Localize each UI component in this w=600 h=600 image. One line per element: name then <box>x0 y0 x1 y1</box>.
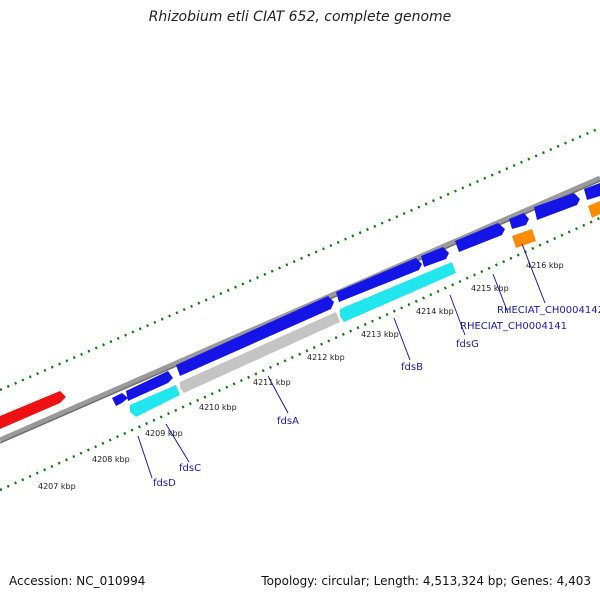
leader-fdsC <box>165 423 190 463</box>
leader-fdsA <box>267 375 289 414</box>
map-title: Rhizobium etli CIAT 652, complete genome <box>148 9 452 25</box>
leader-fdsG <box>449 294 466 336</box>
gene-label-fdsA: fdsA <box>277 416 299 427</box>
rna-genes <box>512 201 600 248</box>
reverse-genes <box>130 262 456 417</box>
accession-text: Accession: NC_010994 <box>9 574 146 588</box>
tick-label-4212: 4212 kbp <box>307 353 345 362</box>
tick-label-4216: 4216 kbp <box>526 261 564 270</box>
tick-label-4213: 4213 kbp <box>361 330 399 339</box>
highlight-feature <box>0 391 66 429</box>
gene-label-fdsG: fdsG <box>456 339 479 350</box>
gene-forward-6 <box>534 193 580 220</box>
gene-forward-1 <box>112 393 128 406</box>
gene-label-leaders <box>137 243 546 479</box>
gene-reverse-fdsD <box>130 385 180 417</box>
gene-grey <box>180 312 340 393</box>
inner-ruler <box>0 216 600 492</box>
gene-label-fdsB: fdsB <box>401 362 423 373</box>
leader-fdsD <box>137 435 153 479</box>
outer-ruler <box>0 126 600 392</box>
gene-forward-5 <box>509 213 529 229</box>
tick-labels: 4207 kbp 4208 kbp 4209 kbp 4210 kbp 4211… <box>38 261 564 491</box>
tick-label-4214: 4214 kbp <box>416 307 454 316</box>
gene-forward-4 <box>455 223 505 252</box>
tick-label-4210: 4210 kbp <box>199 403 237 412</box>
gene-labels: fdsD fdsC fdsA fdsB fdsG RHECIAT_CH00041… <box>153 305 600 489</box>
rna-gene-2 <box>588 201 600 218</box>
tick-label-4215: 4215 kbp <box>471 284 509 293</box>
gene-forward-2 <box>126 371 173 401</box>
gene-label-fdsC: fdsC <box>179 463 201 474</box>
tick-label-4208: 4208 kbp <box>92 455 130 464</box>
gene-reverse-fdsB <box>340 262 456 322</box>
leader-ch4141 <box>492 273 509 314</box>
leader-fdsB <box>393 317 411 361</box>
rna-gene-1 <box>512 229 536 248</box>
gene-label-fdsD: fdsD <box>153 478 176 489</box>
gene-label-ch4142: RHECIAT_CH0004142 <box>497 305 600 316</box>
gene-forward-7 <box>584 183 600 200</box>
forward-genes <box>112 183 600 406</box>
gene-forward-fdsB <box>336 258 422 302</box>
leader-ch4142 <box>521 243 546 304</box>
gene-forward-3 <box>421 247 449 267</box>
gene-forward-fdsA <box>176 296 334 376</box>
tick-label-4207: 4207 kbp <box>38 482 76 491</box>
genome-summary-text: Topology: circular; Length: 4,513,324 bp… <box>261 574 591 588</box>
tick-label-4209: 4209 kbp <box>145 429 183 438</box>
gene-label-ch4141: RHECIAT_CH0004141 <box>460 321 567 332</box>
